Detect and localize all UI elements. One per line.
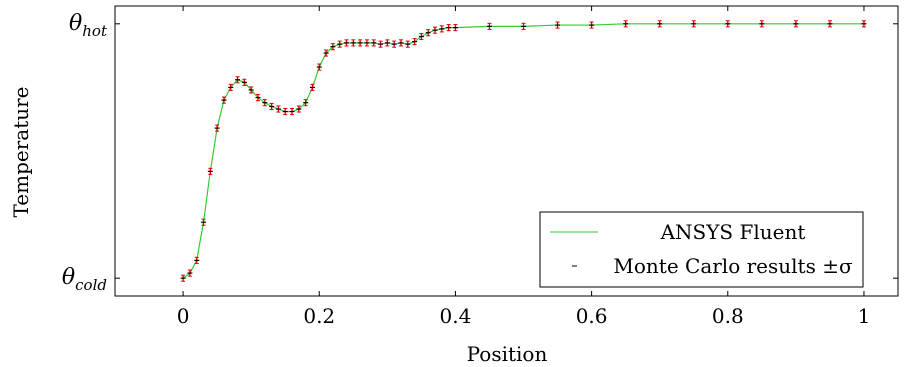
- monte-carlo-point: [793, 20, 799, 28]
- monte-carlo-point: [241, 78, 247, 86]
- monte-carlo-point: [521, 22, 527, 30]
- monte-carlo-point: [282, 108, 288, 116]
- monte-carlo-point: [391, 40, 397, 48]
- legend-mc-label: Monte Carlo results ±σ: [613, 254, 853, 278]
- monte-carlo-point: [316, 63, 322, 71]
- monte-carlo-point: [303, 99, 309, 107]
- monte-carlo-point: [759, 20, 765, 28]
- monte-carlo-point: [180, 274, 186, 282]
- monte-carlo-point: [323, 49, 329, 57]
- monte-carlo-point: [214, 124, 220, 132]
- monte-carlo-point: [235, 76, 241, 84]
- monte-carlo-point: [262, 99, 268, 107]
- monte-carlo-point: [452, 24, 458, 32]
- monte-carlo-point: [405, 40, 411, 48]
- monte-carlo-point: [398, 39, 404, 47]
- monte-carlo-point: [439, 25, 445, 33]
- monte-carlo-point: [187, 269, 193, 277]
- monte-carlo-point: [657, 20, 663, 28]
- monte-carlo-point: [350, 39, 356, 47]
- monte-carlo-point: [384, 39, 390, 47]
- monte-carlo-point: [255, 94, 261, 102]
- monte-carlo-point: [309, 83, 315, 91]
- monte-carlo-point: [343, 39, 349, 47]
- x-tick-label: 0.6: [576, 304, 608, 328]
- x-tick-label: 0.8: [712, 304, 744, 328]
- monte-carlo-point: [861, 20, 867, 28]
- monte-carlo-point: [296, 105, 302, 113]
- monte-carlo-point: [446, 24, 452, 32]
- y-axis-label: Temperature: [9, 86, 33, 217]
- y-tick-label: θhot: [69, 11, 108, 40]
- monte-carlo-point: [486, 22, 492, 30]
- monte-carlo-point: [425, 29, 431, 37]
- monte-carlo-point: [330, 43, 336, 51]
- monte-carlo-point: [357, 39, 363, 47]
- monte-carlo-point: [378, 40, 384, 48]
- x-tick-label: 0.4: [440, 304, 472, 328]
- monte-carlo-point: [725, 20, 731, 28]
- monte-carlo-point: [364, 39, 370, 47]
- monte-carlo-point: [432, 26, 438, 34]
- x-tick-label: 0.2: [303, 304, 335, 328]
- monte-carlo-point: [228, 83, 234, 91]
- monte-carlo-point: [589, 21, 595, 29]
- legend: ANSYS Fluent Monte Carlo results ±σ: [539, 211, 864, 288]
- monte-carlo-point: [337, 40, 343, 48]
- monte-carlo-point: [207, 167, 213, 175]
- legend-fluent-label: ANSYS Fluent: [660, 220, 806, 244]
- monte-carlo-point: [201, 218, 207, 226]
- monte-carlo-point: [555, 21, 561, 29]
- legend-box: [539, 211, 864, 288]
- plot-frame: [114, 5, 899, 297]
- monte-carlo-point: [418, 32, 424, 41]
- monte-carlo-point: [269, 102, 275, 111]
- monte-carlo-point: [194, 256, 200, 264]
- monte-carlo-point: [275, 105, 281, 113]
- monte-carlo-point: [371, 39, 377, 47]
- monte-carlo-point: [248, 86, 254, 94]
- monte-carlo-point: [691, 20, 697, 28]
- x-tick-label: 0: [177, 304, 190, 328]
- monte-carlo-point: [412, 38, 418, 46]
- y-tick-label: θcold: [62, 265, 107, 294]
- monte-carlo-point: [289, 108, 295, 116]
- x-axis-label: Position: [467, 342, 548, 366]
- monte-carlo-point: [623, 20, 629, 28]
- x-tick-label: 1: [858, 304, 871, 328]
- monte-carlo-point: [827, 20, 833, 28]
- monte-carlo-point: [221, 96, 227, 104]
